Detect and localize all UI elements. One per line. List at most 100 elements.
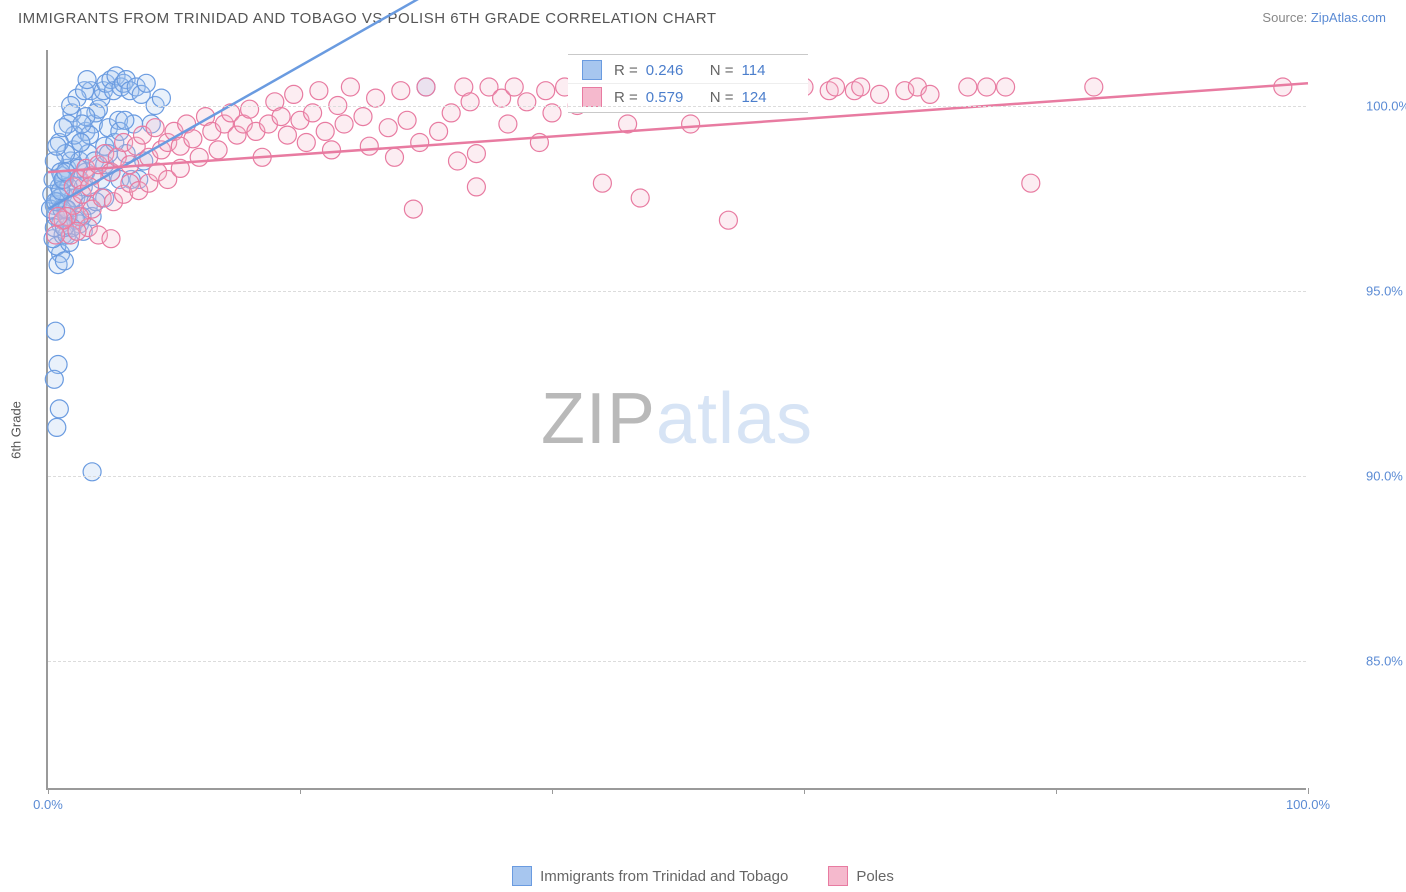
scatter-point — [48, 418, 66, 436]
stat-n-label: N = — [710, 89, 734, 106]
scatter-point — [152, 89, 170, 107]
scatter-point — [543, 104, 561, 122]
x-tick-label: 0.0% — [33, 797, 63, 812]
y-axis-label: 6th Grade — [9, 401, 24, 459]
scatter-point — [852, 78, 870, 96]
scatter-point — [386, 148, 404, 166]
x-tick-mark — [804, 788, 805, 794]
scatter-point — [411, 134, 429, 152]
bottom-legend-item: Immigrants from Trinidad and Tobago — [512, 866, 788, 886]
y-tick-label: 95.0% — [1366, 283, 1403, 298]
scatter-point — [137, 74, 155, 92]
stat-n-value: 114 — [742, 62, 794, 79]
gridline-h — [48, 476, 1306, 477]
scatter-point — [404, 200, 422, 218]
scatter-point — [467, 145, 485, 163]
scatter-point — [518, 93, 536, 111]
y-tick-label: 85.0% — [1366, 653, 1403, 668]
scatter-point — [272, 108, 290, 126]
gridline-h — [48, 291, 1306, 292]
scatter-point — [83, 463, 101, 481]
scatter-point — [285, 85, 303, 103]
legend-swatch — [828, 866, 848, 886]
legend-swatch — [582, 87, 602, 107]
source-attribution: Source: ZipAtlas.com — [1262, 10, 1386, 25]
source-label: Source: — [1262, 10, 1307, 25]
scatter-point — [537, 82, 555, 100]
plot-container: 6th Grade ZIPatlas R =0.246N =114R =0.57… — [46, 50, 1366, 810]
legend-swatch — [512, 866, 532, 886]
scatter-point — [449, 152, 467, 170]
legend-label: Immigrants from Trinidad and Tobago — [540, 868, 788, 885]
x-tick-mark — [300, 788, 301, 794]
scatter-point — [335, 115, 353, 133]
scatter-point — [360, 137, 378, 155]
scatter-point — [55, 252, 73, 270]
scatter-point — [102, 230, 120, 248]
scatter-point — [209, 141, 227, 159]
x-tick-mark — [1308, 788, 1309, 794]
y-tick-label: 100.0% — [1366, 98, 1406, 113]
x-tick-mark — [48, 788, 49, 794]
scatter-point — [49, 208, 67, 226]
gridline-h — [48, 661, 1306, 662]
scatter-point — [593, 174, 611, 192]
scatter-point — [1022, 174, 1040, 192]
gridline-h — [48, 106, 1306, 107]
scatter-point — [392, 82, 410, 100]
scatter-point — [461, 93, 479, 111]
stat-n-value: 124 — [742, 89, 794, 106]
scatter-point — [47, 322, 65, 340]
scatter-point — [959, 78, 977, 96]
scatter-point — [72, 134, 90, 152]
scatter-point — [190, 148, 208, 166]
chart-title: IMMIGRANTS FROM TRINIDAD AND TOBAGO VS P… — [18, 10, 717, 27]
legend-label: Poles — [856, 868, 894, 885]
scatter-point — [631, 189, 649, 207]
scatter-point — [310, 82, 328, 100]
scatter-point — [442, 104, 460, 122]
scatter-point — [1085, 78, 1103, 96]
scatter-point — [367, 89, 385, 107]
scatter-point — [499, 115, 517, 133]
scatter-point — [398, 111, 416, 129]
scatter-point — [682, 115, 700, 133]
scatter-point — [241, 100, 259, 118]
scatter-point — [316, 122, 334, 140]
stat-r-label: R = — [614, 62, 638, 79]
scatter-point — [304, 104, 322, 122]
stats-legend: R = 0.246 N = 114 R = 0.579 N = 124 — [568, 54, 808, 113]
scatter-point — [54, 119, 72, 137]
scatter-point — [354, 108, 372, 126]
stat-n-label: N = — [710, 62, 734, 79]
scatter-point — [871, 85, 889, 103]
scatter-point — [467, 178, 485, 196]
scatter-point — [47, 226, 65, 244]
bottom-legend: Immigrants from Trinidad and Tobago Poles — [0, 866, 1406, 886]
scatter-point — [921, 85, 939, 103]
scatter-point — [341, 78, 359, 96]
source-link[interactable]: ZipAtlas.com — [1311, 10, 1386, 25]
scatter-point — [50, 400, 68, 418]
bottom-legend-item: Poles — [828, 866, 894, 886]
scatter-point — [978, 78, 996, 96]
scatter-point — [430, 122, 448, 140]
x-tick-label: 100.0% — [1286, 797, 1330, 812]
scatter-point — [73, 115, 91, 133]
scatter-point — [417, 78, 435, 96]
scatter-point — [184, 130, 202, 148]
scatter-point — [719, 211, 737, 229]
legend-swatch — [582, 60, 602, 80]
scatter-point — [146, 119, 164, 137]
scatter-point — [323, 141, 341, 159]
stat-r-value: 0.579 — [646, 89, 698, 106]
scatter-point — [116, 111, 134, 129]
stats-legend-row: R = 0.246 N = 114 — [568, 57, 808, 84]
plot-area: ZIPatlas R =0.246N =114R =0.579N =124 85… — [46, 50, 1306, 790]
scatter-point — [45, 370, 63, 388]
stat-r-label: R = — [614, 89, 638, 106]
scatter-point — [379, 119, 397, 137]
stat-r-value: 0.246 — [646, 62, 698, 79]
scatter-point — [505, 78, 523, 96]
scatter-point — [1274, 78, 1292, 96]
